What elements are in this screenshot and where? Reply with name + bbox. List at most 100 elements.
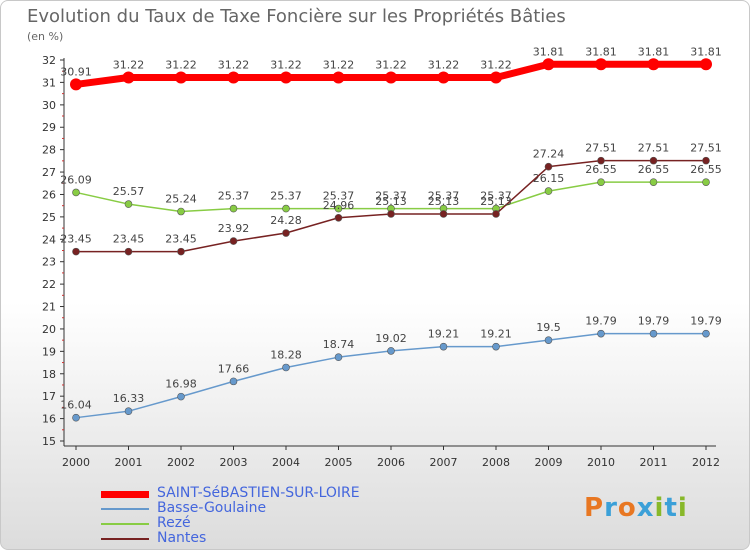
y-tick-label: 26 bbox=[42, 188, 56, 201]
data-label: 26.55 bbox=[638, 163, 670, 176]
data-label: 31.81 bbox=[690, 45, 722, 58]
data-label: 19.21 bbox=[428, 328, 460, 341]
x-tick-label: 2008 bbox=[482, 456, 510, 469]
data-point bbox=[282, 363, 290, 372]
legend-swatch bbox=[101, 491, 149, 498]
x-tick-label: 2002 bbox=[167, 456, 195, 469]
data-point bbox=[702, 156, 710, 165]
data-label: 19.79 bbox=[638, 315, 670, 328]
data-point bbox=[72, 413, 80, 422]
y-tick-label: 30 bbox=[42, 99, 56, 112]
data-label: 23.45 bbox=[60, 233, 92, 246]
y-tick-label: 17 bbox=[42, 390, 56, 403]
data-point bbox=[177, 207, 185, 216]
data-label: 18.28 bbox=[270, 348, 302, 361]
data-label: 31.22 bbox=[113, 58, 145, 71]
data-point bbox=[334, 353, 343, 361]
data-point bbox=[124, 200, 133, 208]
x-tick-label: 2005 bbox=[325, 456, 353, 469]
data-label: 25.37 bbox=[375, 190, 407, 203]
data-label: 31.22 bbox=[375, 58, 407, 71]
y-tick-label: 19 bbox=[42, 345, 56, 358]
data-label: 23.45 bbox=[165, 233, 197, 246]
legend-label: Nantes bbox=[157, 530, 207, 546]
x-tick-label: 2001 bbox=[115, 456, 143, 469]
data-label: 16.04 bbox=[60, 399, 92, 412]
data-point bbox=[544, 336, 553, 344]
data-label: 16.33 bbox=[113, 392, 145, 405]
data-label: 26.55 bbox=[585, 163, 617, 176]
data-point bbox=[439, 210, 448, 218]
x-tick-label: 2010 bbox=[587, 456, 615, 469]
data-label: 31.22 bbox=[480, 58, 512, 71]
data-label: 31.22 bbox=[218, 58, 250, 71]
y-tick-label: 24 bbox=[42, 233, 56, 246]
data-label: 19.21 bbox=[480, 328, 512, 341]
y-tick-label: 18 bbox=[42, 368, 56, 381]
data-point bbox=[492, 342, 500, 351]
legend-swatch bbox=[101, 538, 149, 540]
x-tick-label: 2006 bbox=[377, 456, 405, 469]
data-label: 19.79 bbox=[690, 315, 722, 328]
data-point bbox=[649, 156, 658, 165]
data-point bbox=[597, 156, 605, 165]
data-point bbox=[542, 58, 555, 71]
data-label: 25.57 bbox=[113, 185, 145, 198]
legend-label: SAINT-SéBASTIEN-SUR-LOIRE bbox=[157, 485, 360, 501]
data-point bbox=[124, 247, 133, 256]
data-point bbox=[490, 71, 502, 84]
data-label: 25.37 bbox=[323, 190, 355, 203]
data-label: 25.13 bbox=[375, 195, 407, 208]
logo-letter: t bbox=[664, 493, 678, 523]
x-tick-label: 2007 bbox=[430, 456, 458, 469]
data-label: 25.37 bbox=[270, 190, 302, 203]
data-point bbox=[492, 210, 500, 218]
legend-label: Basse-Goulaine bbox=[157, 500, 267, 516]
data-point bbox=[334, 204, 343, 213]
chart-title: Evolution du Taux de Taxe Foncière sur l… bbox=[27, 6, 566, 27]
data-point bbox=[385, 71, 397, 84]
y-tick-label: 15 bbox=[42, 435, 56, 448]
data-point bbox=[700, 58, 712, 71]
data-label: 23.45 bbox=[113, 233, 145, 246]
data-label: 25.24 bbox=[165, 193, 197, 206]
data-point bbox=[229, 204, 238, 213]
data-point bbox=[597, 178, 605, 186]
data-label: 25.13 bbox=[428, 195, 460, 208]
data-label: 24.96 bbox=[323, 199, 355, 212]
data-label: 23.92 bbox=[218, 222, 250, 235]
data-point bbox=[229, 377, 238, 386]
x-tick-label: 2009 bbox=[535, 456, 563, 469]
data-label: 25.13 bbox=[480, 195, 512, 208]
logo-letter: x bbox=[636, 493, 655, 523]
data-label: 19.79 bbox=[585, 315, 617, 328]
logo-letter: i bbox=[654, 493, 665, 523]
legend-label: Rezé bbox=[157, 515, 191, 531]
logo-letter: o bbox=[617, 493, 637, 523]
data-point bbox=[280, 71, 292, 84]
y-tick-label: 20 bbox=[42, 323, 56, 336]
x-tick-label: 2011 bbox=[640, 456, 668, 469]
data-label: 31.81 bbox=[533, 45, 565, 58]
data-label: 31.22 bbox=[165, 58, 197, 71]
data-point bbox=[437, 71, 450, 84]
data-label: 17.66 bbox=[218, 362, 250, 375]
data-label: 24.28 bbox=[270, 214, 302, 227]
data-point bbox=[177, 247, 185, 256]
data-label: 27.24 bbox=[533, 148, 565, 161]
data-label: 25.37 bbox=[480, 190, 512, 203]
data-point bbox=[649, 329, 658, 338]
data-point bbox=[544, 162, 553, 171]
data-label: 30.91 bbox=[60, 65, 92, 78]
data-label: 27.51 bbox=[638, 142, 670, 155]
data-label: 18.74 bbox=[323, 338, 355, 351]
data-point bbox=[229, 237, 238, 245]
data-point bbox=[122, 71, 135, 84]
data-label: 31.81 bbox=[585, 45, 617, 58]
data-point bbox=[595, 58, 607, 71]
data-label: 31.22 bbox=[323, 58, 355, 71]
y-tick-label: 23 bbox=[42, 256, 56, 269]
data-label: 31.81 bbox=[638, 45, 670, 58]
